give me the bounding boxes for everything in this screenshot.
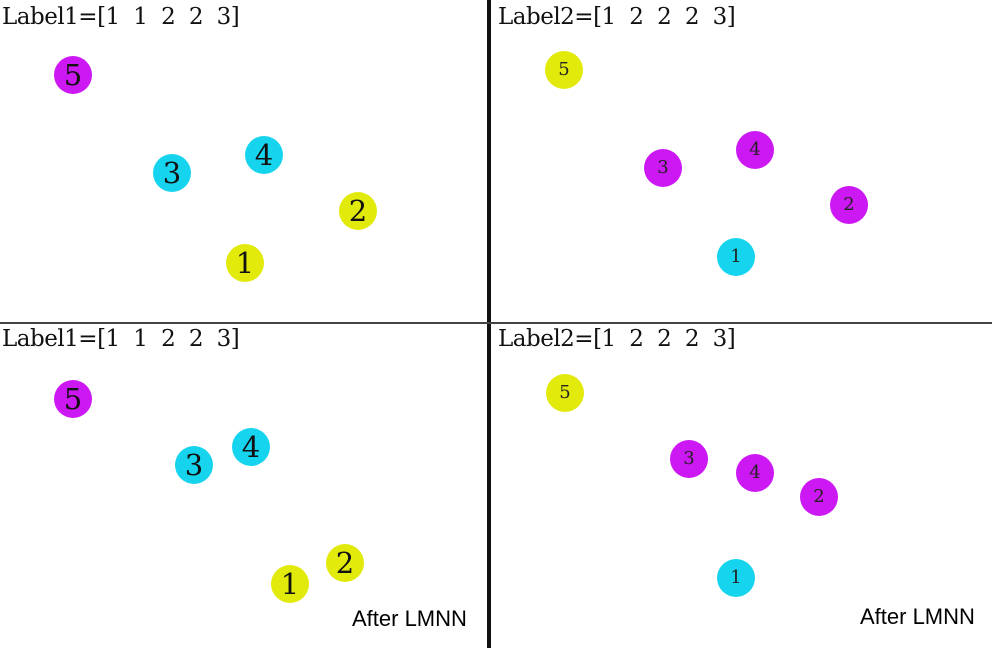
point-1-top-right: 1	[717, 238, 755, 276]
point-1-top-left: 1	[226, 244, 264, 282]
vertical-divider	[487, 0, 491, 648]
point-3-bottom-left: 3	[175, 446, 213, 484]
point-2-top-left: 2	[339, 192, 377, 230]
point-2-bottom-left: 2	[326, 544, 364, 582]
caption-bottom-left: After LMNN	[352, 606, 467, 631]
point-5-bottom-right: 5	[546, 374, 584, 412]
panel-label-bottom-right: Label2=[1 2 2 2 3]	[498, 326, 736, 352]
point-1-bottom-left: 1	[271, 565, 309, 603]
point-2-bottom-right: 2	[800, 478, 838, 516]
panel-label-top-right: Label2=[1 2 2 2 3]	[498, 4, 736, 30]
point-3-bottom-right: 3	[670, 440, 708, 478]
panel-label-top-left: Label1=[1 1 2 2 3]	[2, 4, 240, 30]
point-3-top-right: 3	[644, 149, 682, 187]
point-5-top-right: 5	[545, 51, 583, 89]
point-5-top-left: 5	[54, 56, 92, 94]
point-5-bottom-left: 5	[54, 380, 92, 418]
point-4-bottom-left: 4	[232, 428, 270, 466]
point-4-top-right: 4	[736, 131, 774, 169]
point-1-bottom-right: 1	[717, 559, 755, 597]
point-3-top-left: 3	[153, 154, 191, 192]
horizontal-divider	[0, 322, 992, 324]
point-4-bottom-right: 4	[736, 454, 774, 492]
caption-bottom-right: After LMNN	[860, 604, 975, 629]
point-2-top-right: 2	[830, 186, 868, 224]
panel-label-bottom-left: Label1=[1 1 2 2 3]	[2, 326, 240, 352]
point-4-top-left: 4	[245, 136, 283, 174]
